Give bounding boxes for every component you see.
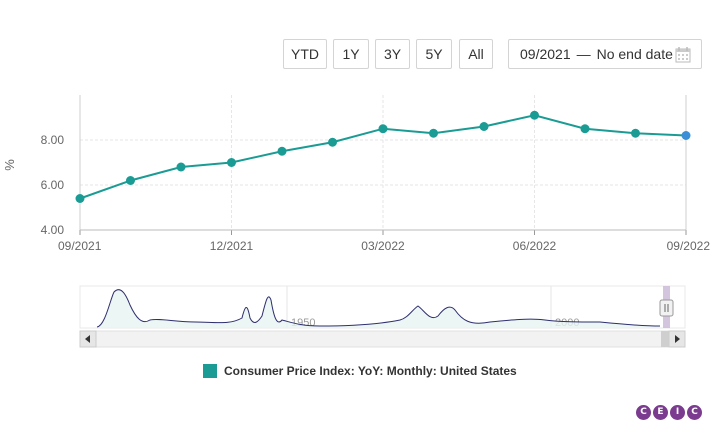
data-point[interactable]	[328, 137, 337, 147]
x-tick-label: 12/2021	[210, 239, 254, 253]
logo-letter: I	[670, 405, 685, 420]
logo-letter: C	[687, 405, 702, 420]
data-point[interactable]	[227, 158, 236, 167]
data-point[interactable]	[429, 128, 438, 138]
scroll-right-button[interactable]	[668, 330, 686, 348]
arrow-right-icon	[675, 335, 680, 343]
y-tick-label: 8.00	[41, 133, 65, 147]
data-point[interactable]	[75, 194, 85, 203]
range-button-3y[interactable]: 3Y	[375, 39, 410, 69]
date-range-picker[interactable]: 09/2021 — No end date	[508, 39, 702, 69]
y-tick-label: 4.00	[41, 223, 65, 237]
calendar-icon[interactable]	[675, 46, 691, 63]
legend-item[interactable]: Consumer Price Index: YoY: Monthly: Unit…	[203, 364, 517, 378]
range-button-5y[interactable]: 5Y	[416, 39, 452, 69]
data-point[interactable]	[479, 122, 489, 131]
scroll-left-button[interactable]	[79, 330, 97, 348]
range-button-ytd[interactable]: YTD	[283, 39, 327, 69]
legend-swatch	[203, 364, 217, 378]
navigator-handle[interactable]	[659, 299, 674, 317]
ceic-logo: C E I C	[636, 405, 704, 420]
range-button-1y[interactable]: 1Y	[333, 39, 369, 69]
data-point[interactable]	[378, 124, 388, 134]
data-point[interactable]	[176, 162, 186, 172]
scrollbar[interactable]	[79, 330, 686, 348]
data-point[interactable]	[530, 110, 539, 120]
data-point[interactable]	[631, 128, 640, 138]
navigator[interactable]: 1950 2000	[79, 285, 686, 329]
y-tick-label: 6.00	[41, 178, 65, 192]
date-range-separator: —	[576, 46, 591, 62]
x-tick-label: 09/2021	[58, 239, 102, 253]
x-tick-label: 03/2022	[361, 239, 405, 253]
data-point[interactable]	[580, 124, 590, 134]
data-point[interactable]	[681, 131, 691, 140]
range-button-all[interactable]: All	[459, 39, 493, 69]
x-tick-label: 09/2022	[667, 239, 711, 253]
legend-label: Consumer Price Index: YoY: Monthly: Unit…	[224, 364, 517, 378]
navigator-area	[97, 289, 660, 328]
x-tick-label: 06/2022	[513, 239, 557, 253]
date-range-start: 09/2021	[520, 46, 571, 62]
data-point[interactable]	[277, 146, 287, 156]
logo-letter: E	[653, 405, 668, 420]
navigator-line	[96, 289, 661, 328]
date-range-end: No end date	[596, 46, 673, 62]
logo-letter: C	[636, 405, 651, 420]
y-axis-unit-label: %	[2, 159, 17, 171]
arrow-left-icon	[85, 335, 90, 343]
data-point[interactable]	[126, 176, 135, 185]
